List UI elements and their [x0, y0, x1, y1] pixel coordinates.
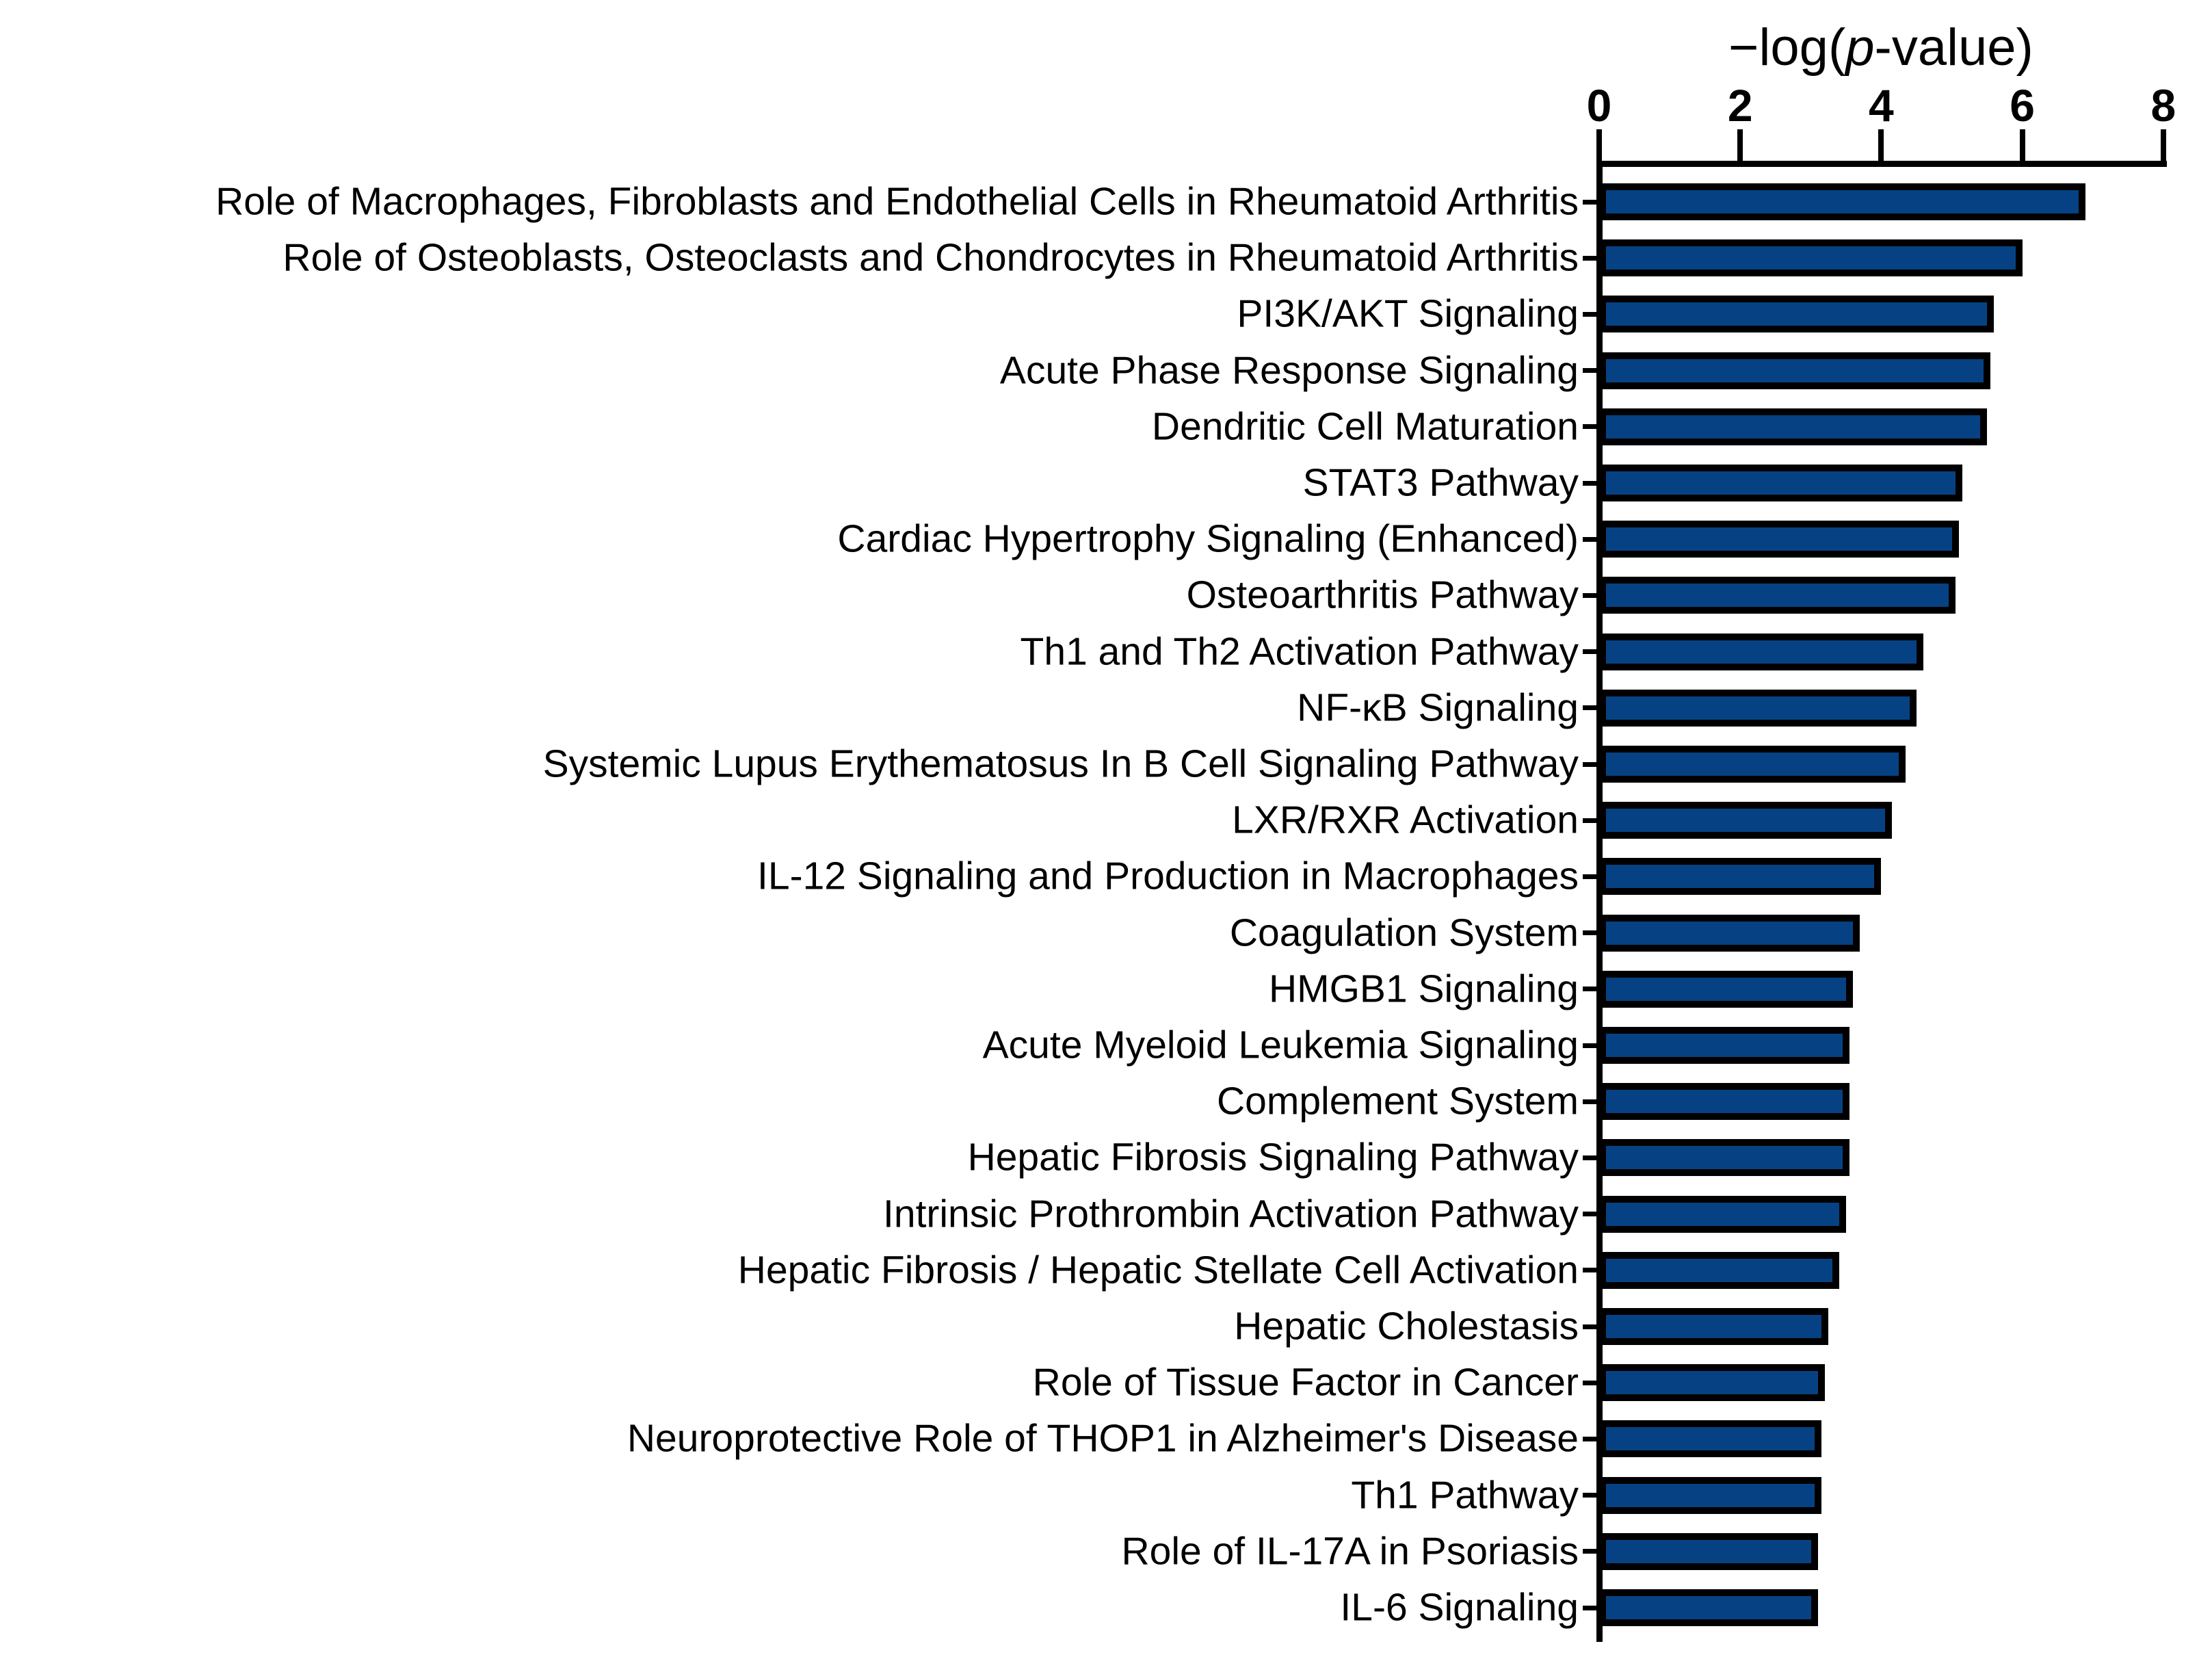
bar: [1599, 633, 1924, 670]
category-label: Th1 Pathway: [1351, 1473, 1579, 1517]
category-label: Th1 and Th2 Activation Pathway: [1020, 629, 1579, 674]
x-axis-tick-label: 8: [2150, 80, 2176, 131]
category-label: Complement System: [1216, 1079, 1579, 1123]
category-label: HMGB1 Signaling: [1268, 967, 1579, 1011]
category-label: Systemic Lupus Erythematosus In B Cell S…: [542, 742, 1579, 786]
bar: [1599, 1027, 1849, 1064]
bar: [1599, 970, 1854, 1008]
x-axis-title-pvalue-italic: p: [1845, 18, 1875, 77]
x-axis-tick: [2160, 129, 2166, 161]
category-label: Hepatic Fibrosis / Hepatic Stellate Cell…: [737, 1248, 1579, 1292]
bar: [1599, 914, 1860, 952]
category-tick: [1583, 368, 1596, 374]
category-tick: [1583, 649, 1596, 655]
category-label: STAT3 Pathway: [1302, 460, 1579, 505]
category-label: Coagulation System: [1229, 911, 1579, 955]
category-tick: [1583, 874, 1596, 879]
bar: [1599, 1195, 1846, 1233]
category-label: Hepatic Fibrosis Signaling Pathway: [967, 1135, 1579, 1179]
category-tick: [1583, 199, 1596, 205]
category-tick: [1583, 1605, 1596, 1610]
category-tick: [1583, 1212, 1596, 1217]
bar: [1599, 1589, 1818, 1626]
category-label: PI3K/AKT Signaling: [1237, 291, 1579, 336]
category-tick: [1583, 536, 1596, 542]
category-tick: [1583, 1099, 1596, 1104]
category-label: Role of Osteoblasts, Osteoclasts and Cho…: [282, 235, 1579, 280]
x-axis-tick: [1878, 129, 1884, 161]
bar: [1599, 296, 1994, 333]
category-label: Acute Myeloid Leukemia Signaling: [982, 1023, 1579, 1067]
category-tick: [1583, 1493, 1596, 1498]
category-tick: [1583, 1043, 1596, 1048]
bar: [1599, 408, 1988, 445]
x-axis-tick-label: 0: [1586, 80, 1612, 131]
category-label: IL-6 Signaling: [1340, 1585, 1579, 1630]
category-tick: [1583, 1380, 1596, 1385]
category-tick: [1583, 1436, 1596, 1441]
category-tick: [1583, 705, 1596, 711]
category-label: Osteoarthritis Pathway: [1186, 573, 1579, 617]
category-label: Neuroprotective Role of THOP1 in Alzheim…: [627, 1416, 1579, 1461]
category-label: IL-12 Signaling and Production in Macrop…: [757, 854, 1579, 898]
bar: [1599, 1532, 1818, 1570]
category-tick: [1583, 255, 1596, 261]
category-label: Role of Macrophages, Fibroblasts and End…: [215, 179, 1579, 224]
x-axis-tick-label: 2: [1727, 80, 1753, 131]
category-label: Role of IL-17A in Psoriasis: [1121, 1529, 1579, 1573]
category-tick: [1583, 592, 1596, 598]
category-label: Intrinsic Prothrombin Activation Pathway: [883, 1192, 1579, 1236]
bar: [1599, 1476, 1821, 1514]
category-tick: [1583, 424, 1596, 430]
category-tick: [1583, 480, 1596, 486]
category-label: Acute Phase Response Signaling: [999, 348, 1579, 393]
bar: [1599, 1364, 1825, 1402]
category-label: Role of Tissue Factor in Cancer: [1032, 1360, 1579, 1405]
x-axis-title-suffix: -value): [1874, 18, 2033, 77]
bar: [1599, 746, 1906, 783]
bar: [1599, 577, 1956, 614]
y-axis-line: [1596, 161, 1603, 1642]
x-axis-tick-label: 4: [1869, 80, 1894, 131]
category-label: LXR/RXR Activation: [1232, 798, 1579, 842]
category-label: NF-κB Signaling: [1297, 685, 1579, 730]
x-axis-tick: [1596, 129, 1602, 161]
x-axis-tick: [1737, 129, 1743, 161]
x-axis-tick-label: 6: [2010, 80, 2035, 131]
category-tick: [1583, 761, 1596, 767]
category-tick: [1583, 1268, 1596, 1273]
bar: [1599, 1139, 1849, 1177]
bar: [1599, 1420, 1821, 1458]
category-tick: [1583, 987, 1596, 992]
category-label: Cardiac Hypertrophy Signaling (Enhanced): [837, 517, 1579, 561]
bar: [1599, 521, 1959, 558]
category-tick: [1583, 1324, 1596, 1329]
bar: [1599, 802, 1892, 839]
category-tick: [1583, 818, 1596, 823]
x-axis-line: [1596, 161, 2167, 167]
bar: [1599, 239, 2023, 277]
x-axis-title: −log(p-value): [1728, 18, 2033, 77]
bar: [1599, 352, 1991, 389]
category-tick: [1583, 1549, 1596, 1554]
bar: [1599, 1083, 1849, 1121]
bar: [1599, 1251, 1839, 1289]
category-label: Hepatic Cholestasis: [1234, 1304, 1579, 1348]
x-axis-title-prefix: −log(: [1728, 18, 1846, 77]
category-tick: [1583, 930, 1596, 936]
category-label: Dendritic Cell Maturation: [1151, 404, 1579, 449]
category-tick: [1583, 1155, 1596, 1160]
bar: [1599, 465, 1962, 501]
x-axis-tick: [2019, 129, 2025, 161]
category-tick: [1583, 311, 1596, 317]
bar: [1599, 1308, 1829, 1345]
bar: [1599, 858, 1882, 896]
bar: [1599, 689, 1917, 727]
bar: [1599, 183, 2086, 220]
